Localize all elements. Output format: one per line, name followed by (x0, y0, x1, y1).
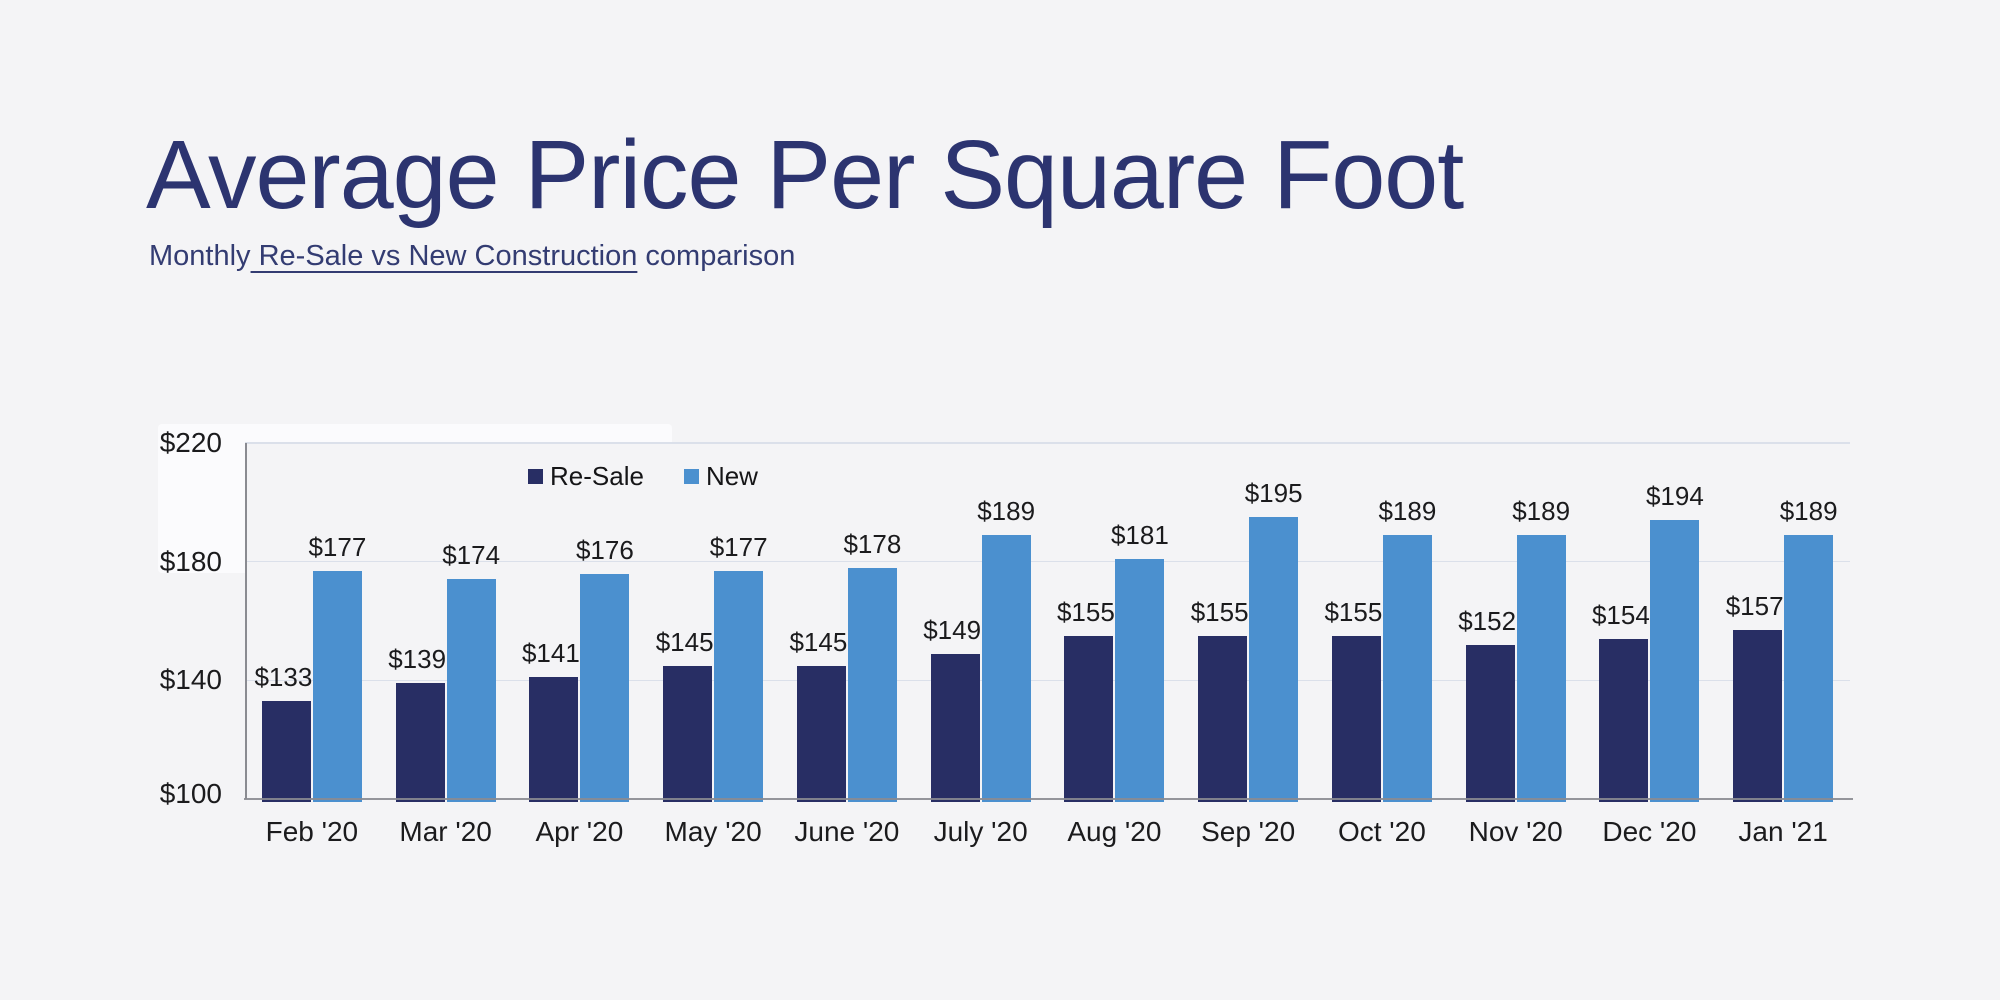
bar-value-label: $189 (1779, 495, 1838, 526)
legend-swatch-icon (683, 468, 699, 484)
bar-group: $133 $177 Feb '20 (245, 443, 379, 846)
bar-value-label: $155 (1324, 596, 1383, 627)
bar-re-sale: $133 (254, 664, 312, 802)
bar-value-label: $154 (1591, 599, 1650, 630)
bar-new: $189 (1378, 498, 1436, 802)
bar-new: $194 (1646, 483, 1704, 802)
y-axis-label: $220 (159, 427, 222, 458)
bar-re-sale: $157 (1726, 593, 1784, 802)
bar-group: $154 $194 Dec '20 (1583, 443, 1717, 845)
x-axis-label: Aug '20 (1067, 816, 1162, 847)
gridline (245, 560, 1850, 563)
bar-new: $189 (977, 498, 1035, 802)
bar-new: $177 (710, 534, 768, 802)
y-axis-label: $180 (159, 545, 222, 577)
bar-new: $174 (442, 542, 500, 802)
x-axis-line (244, 798, 1853, 800)
bar-group: $149 $189 July '20 (914, 443, 1048, 846)
bar-re-sale: $155 (1057, 599, 1115, 802)
legend-item-new: New (683, 461, 758, 491)
page-subtitle: Monthly Re-Sale vs New Construction comp… (149, 242, 795, 271)
x-axis-label: Feb '20 (265, 816, 359, 847)
bar-group: $157 $189 Jan '21 (1716, 443, 1850, 846)
bar-value-label: $189 (1378, 495, 1437, 526)
bar-re-sale: $155 (1324, 599, 1382, 802)
bar-value-label: $176 (575, 534, 634, 565)
bar-group: $155 $195 Sep '20 (1181, 443, 1315, 845)
bar-group: $145 $177 May '20 (646, 443, 780, 846)
bar-re-sale: $141 (522, 640, 580, 802)
bar-re-sale: $155 (1191, 599, 1249, 802)
x-axis-label: Apr '20 (535, 816, 624, 847)
bar-group: $155 $181 Aug '20 (1048, 443, 1182, 846)
bar-group: $152 $189 Nov '20 (1449, 443, 1583, 846)
bar-value-label: $177 (709, 531, 768, 562)
chart-legend: Re-Sale New (528, 462, 758, 490)
x-axis-label: Jan '21 (1738, 816, 1828, 847)
bar-group: $139 $174 Mar '20 (379, 443, 513, 845)
subtitle-suffix: comparison (637, 240, 796, 272)
bar-value-label: $145 (789, 626, 848, 657)
bar-value-label: $152 (1458, 605, 1517, 636)
bar-re-sale: $152 (1458, 608, 1516, 802)
page-title: Average Price Per Square Foot (146, 120, 1464, 229)
bar-group: $155 $189 Oct '20 (1315, 443, 1449, 846)
bar-new: $177 (308, 534, 366, 802)
bar-value-label: $155 (1190, 596, 1249, 627)
x-axis-label: Nov '20 (1468, 816, 1563, 847)
bar-value-label: $149 (923, 614, 982, 645)
bar-re-sale: $145 (789, 629, 847, 802)
gridline (245, 679, 1850, 682)
bar-re-sale: $139 (388, 646, 446, 802)
bar-re-sale: $149 (923, 617, 981, 802)
bar-value-label: $189 (977, 495, 1036, 526)
legend-swatch-icon (528, 468, 543, 484)
subtitle-prefix: Monthly (149, 240, 251, 272)
bar-new: $189 (1512, 498, 1570, 802)
bar-groups: $133 $177 Feb '20 $139 $174 Mar '20 $141 $176 Ap… (245, 443, 1850, 846)
bar-value-label: $141 (521, 638, 580, 669)
bar-value-label: $139 (388, 644, 447, 675)
bar-value-label: $189 (1512, 495, 1571, 526)
x-axis-label: May '20 (664, 816, 762, 847)
bar-new: $189 (1780, 498, 1838, 802)
y-axis-label: $140 (159, 664, 222, 696)
bar-new: $178 (843, 531, 901, 802)
bar-new: $181 (1111, 522, 1169, 802)
x-axis-label: Sep '20 (1201, 816, 1296, 847)
bar-value-label: $181 (1110, 519, 1169, 550)
bar-re-sale: $154 (1592, 602, 1650, 802)
legend-item-re-sale: Re-Sale (528, 462, 644, 490)
bar-value-label: $178 (843, 528, 902, 559)
gridline (245, 442, 1850, 444)
x-axis-label: Mar '20 (399, 816, 492, 847)
bar-value-label: $177 (308, 531, 367, 562)
x-axis-label: Dec '20 (1602, 816, 1697, 847)
x-axis-label: Oct '20 (1337, 816, 1426, 847)
bar-new: $195 (1245, 480, 1303, 802)
bar-new: $176 (576, 537, 634, 802)
y-axis-label: $100 (159, 778, 222, 809)
bar-value-label: $157 (1725, 590, 1784, 621)
bar-value-label: $145 (655, 626, 714, 657)
bar-value-label: $174 (442, 540, 501, 571)
bar-value-label: $195 (1244, 478, 1303, 509)
x-axis-label: July '20 (933, 816, 1028, 847)
legend-label: New (705, 461, 758, 491)
subtitle-link[interactable]: Re-Sale vs New Construction (250, 240, 638, 272)
bar-value-label: $133 (254, 662, 313, 693)
plot-area: $133 $177 Feb '20 $139 $174 Mar '20 $141 $176 Ap… (244, 442, 1853, 846)
bar-re-sale: $145 (656, 629, 714, 802)
legend-label: Re-Sale (550, 461, 644, 491)
bar-value-label: $194 (1645, 481, 1704, 512)
bar-value-label: $155 (1056, 596, 1115, 627)
y-axis-line (245, 443, 247, 799)
bar-group: $145 $178 June '20 (780, 443, 914, 846)
bar-group: $141 $176 Apr '20 (513, 443, 647, 846)
x-axis-label: June '20 (794, 816, 900, 847)
